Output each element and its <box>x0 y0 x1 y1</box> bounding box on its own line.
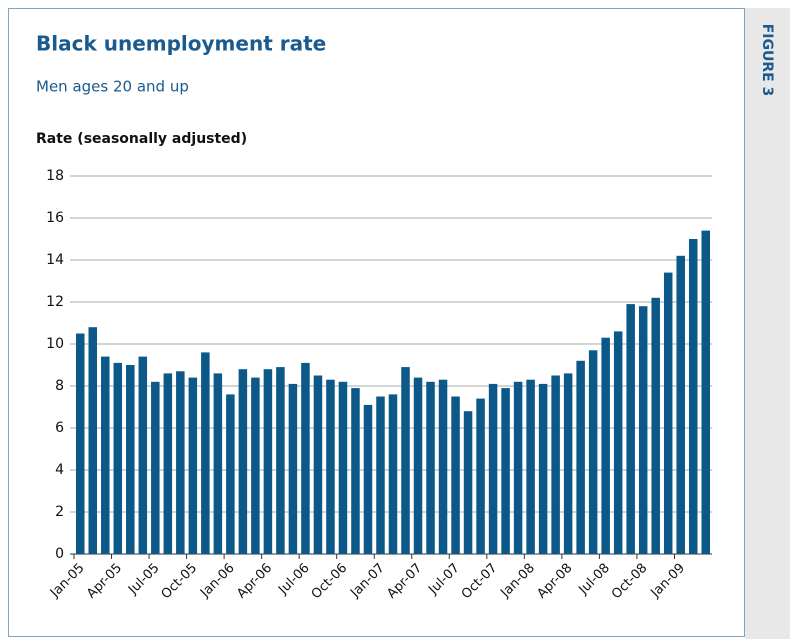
bar <box>663 272 673 554</box>
chart-subtitle: Men ages 20 and up <box>36 78 189 96</box>
bar <box>413 377 423 554</box>
bar <box>351 388 360 554</box>
bar <box>213 373 223 554</box>
bar <box>188 377 198 554</box>
bar <box>563 373 573 554</box>
bar <box>476 398 485 554</box>
bar <box>688 239 698 554</box>
bar <box>501 388 510 554</box>
bar <box>701 230 710 554</box>
bar <box>526 379 535 554</box>
bar <box>638 306 648 554</box>
bar <box>388 394 398 554</box>
y-axis-label: Rate (seasonally adjusted) <box>36 131 247 147</box>
bar <box>588 350 598 554</box>
bar <box>601 337 610 554</box>
side-strip <box>745 8 790 639</box>
bar <box>651 297 660 554</box>
bar <box>101 356 110 554</box>
bar <box>76 333 85 554</box>
bar <box>301 362 310 554</box>
bar <box>513 381 523 554</box>
bar <box>451 396 460 554</box>
bar <box>626 304 635 554</box>
bar <box>488 383 498 554</box>
bar <box>426 381 435 554</box>
bar <box>576 360 585 554</box>
bar <box>438 379 448 554</box>
bar <box>613 331 623 554</box>
bar <box>376 396 385 554</box>
bar <box>363 404 373 554</box>
bar <box>138 356 148 554</box>
bar <box>463 411 473 554</box>
bar <box>276 367 285 554</box>
bar <box>313 375 323 554</box>
y-tick-label: 16 <box>46 210 64 226</box>
y-tick-label: 18 <box>46 168 64 184</box>
bar <box>338 381 348 554</box>
bar <box>88 327 98 554</box>
y-tick-label: 14 <box>46 252 64 268</box>
y-tick-label: 2 <box>55 504 64 520</box>
bar <box>226 394 235 554</box>
bar <box>263 369 273 554</box>
bar <box>676 255 685 555</box>
y-tick-label: 6 <box>55 420 64 436</box>
bar <box>201 352 210 554</box>
y-tick-label: 8 <box>55 378 64 394</box>
chart-title: Black unemployment rate <box>36 32 326 56</box>
y-tick-label: 12 <box>46 294 64 310</box>
bar <box>538 383 548 554</box>
bar <box>551 375 560 554</box>
y-tick-label: 10 <box>46 336 64 352</box>
bar <box>238 369 248 554</box>
y-tick-label: 4 <box>55 462 64 478</box>
y-tick-label: 0 <box>55 546 64 562</box>
bar <box>288 383 298 554</box>
bar <box>126 365 135 554</box>
bar <box>163 373 173 554</box>
bar <box>176 371 185 554</box>
bar <box>113 362 123 554</box>
bar <box>401 367 410 554</box>
bar <box>251 377 260 554</box>
bar <box>151 381 160 554</box>
bar <box>326 379 335 554</box>
figure-label: FIGURE 3 <box>759 24 775 97</box>
